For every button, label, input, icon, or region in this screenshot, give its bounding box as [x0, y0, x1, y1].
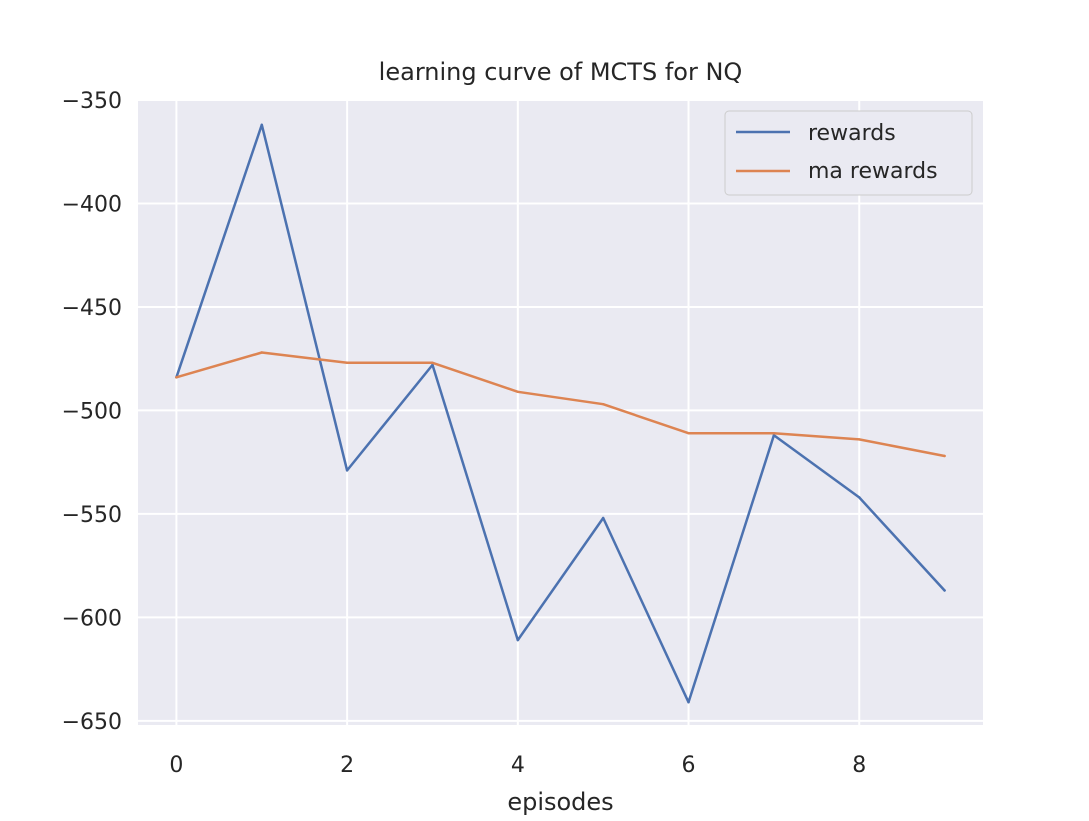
data-point-ma-rewards	[431, 361, 434, 365]
y-tick-label: −500	[62, 399, 122, 424]
y-tick-label: −550	[62, 503, 122, 528]
data-point-ma-rewards	[345, 361, 349, 365]
data-point-rewards	[345, 469, 349, 472]
data-point-rewards	[772, 434, 776, 437]
y-tick-label: −450	[62, 296, 122, 321]
y-tick-label: −350	[62, 89, 122, 114]
legend-label-rewards: rewards	[808, 121, 896, 146]
x-tick-label: 6	[682, 753, 696, 778]
chart-title: learning curve of MCTS for NQ	[379, 58, 743, 86]
data-point-ma-rewards	[516, 390, 520, 394]
data-point-rewards	[516, 638, 520, 642]
data-point-rewards	[687, 701, 690, 704]
data-point-ma-rewards	[772, 431, 776, 435]
data-point-ma-rewards	[601, 403, 605, 406]
x-tick-labels: 0 2 4 6 8	[169, 753, 866, 778]
x-axis-label: episodes	[507, 788, 613, 816]
data-point-ma-rewards	[175, 376, 178, 379]
y-tick-labels: −350 −400 −450 −500 −550 −600 −650	[62, 89, 122, 735]
data-point-ma-rewards	[260, 351, 263, 354]
data-point-rewards	[601, 516, 605, 520]
y-tick-label: −400	[62, 192, 122, 217]
series-line-ma-rewards	[175, 351, 946, 458]
x-tick-label: 2	[340, 753, 354, 778]
y-tick-label: −650	[62, 710, 122, 735]
data-point-rewards	[858, 496, 861, 499]
series-line-rewards	[175, 123, 946, 704]
series-lines	[175, 123, 946, 704]
x-tick-label: 8	[852, 753, 866, 778]
data-point-rewards	[943, 589, 946, 592]
legend: rewards ma rewards	[724, 110, 973, 196]
x-tick-label: 0	[169, 753, 183, 778]
data-point-rewards	[260, 123, 263, 127]
grid-lines	[138, 99, 983, 725]
y-tick-label: −600	[62, 606, 122, 631]
legend-label-ma-rewards: ma rewards	[808, 159, 938, 184]
data-point-ma-rewards	[858, 438, 861, 441]
data-point-ma-rewards	[687, 431, 690, 435]
data-point-ma-rewards	[943, 454, 946, 458]
x-tick-label: 4	[511, 753, 525, 778]
